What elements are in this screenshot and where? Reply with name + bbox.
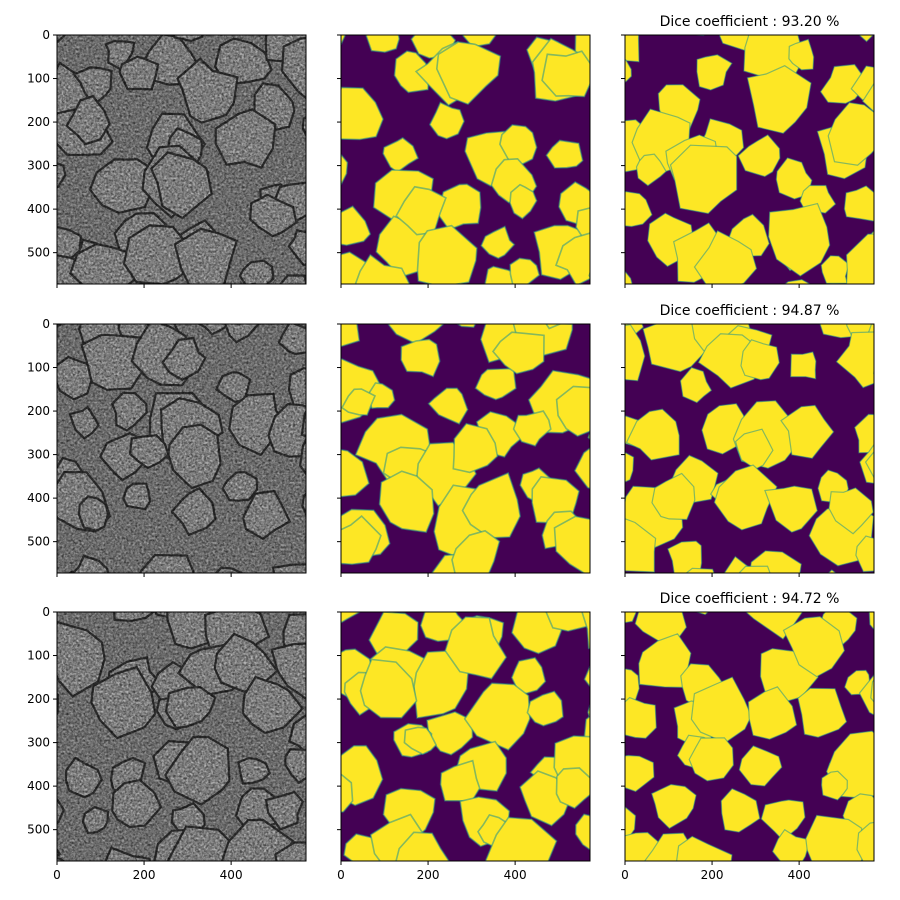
panel-image-r3-c3	[592, 574, 900, 900]
panel-image-r2-c2	[306, 281, 678, 656]
x-tick-label: 200	[133, 868, 156, 882]
x-tick-label: 400	[504, 868, 527, 882]
panel-image-r3-c2	[300, 571, 664, 900]
y-tick-label: 0	[42, 605, 50, 619]
y-tick-label: 200	[27, 115, 50, 129]
y-tick-label: 300	[27, 159, 50, 173]
x-tick-label: 0	[337, 868, 345, 882]
x-tick-label: 0	[53, 868, 61, 882]
y-tick-label: 0	[42, 28, 50, 42]
x-tick-label: 0	[621, 868, 629, 882]
y-tick-label: 200	[27, 692, 50, 706]
panel-image-r1-c1	[17, 0, 386, 374]
x-tick-label: 200	[417, 868, 440, 882]
panel-image-r1-c2	[299, 13, 669, 363]
y-tick-label: 200	[27, 404, 50, 418]
y-tick-label: 500	[27, 246, 50, 260]
panel-title-dice: Dice coefficient : 94.72 %	[660, 591, 840, 607]
y-tick-label: 100	[27, 649, 50, 663]
y-tick-label: 400	[27, 779, 50, 793]
y-tick-label: 300	[27, 736, 50, 750]
y-tick-label: 0	[42, 317, 50, 331]
y-tick-label: 500	[27, 823, 50, 837]
panel-image-r2-c1	[33, 294, 391, 667]
panel-title-dice: Dice coefficient : 93.20 %	[660, 14, 840, 30]
x-tick-label: 200	[701, 868, 724, 882]
y-tick-label: 400	[27, 491, 50, 505]
y-tick-label: 500	[27, 535, 50, 549]
x-tick-label: 400	[788, 868, 811, 882]
y-tick-label: 100	[27, 361, 50, 375]
y-tick-label: 300	[27, 448, 50, 462]
y-tick-label: 100	[27, 72, 50, 86]
panel-title-dice: Dice coefficient : 94.87 %	[660, 303, 840, 319]
y-tick-label: 400	[27, 202, 50, 216]
panel-image-r3-c1	[16, 566, 397, 900]
x-tick-label: 400	[220, 868, 243, 882]
